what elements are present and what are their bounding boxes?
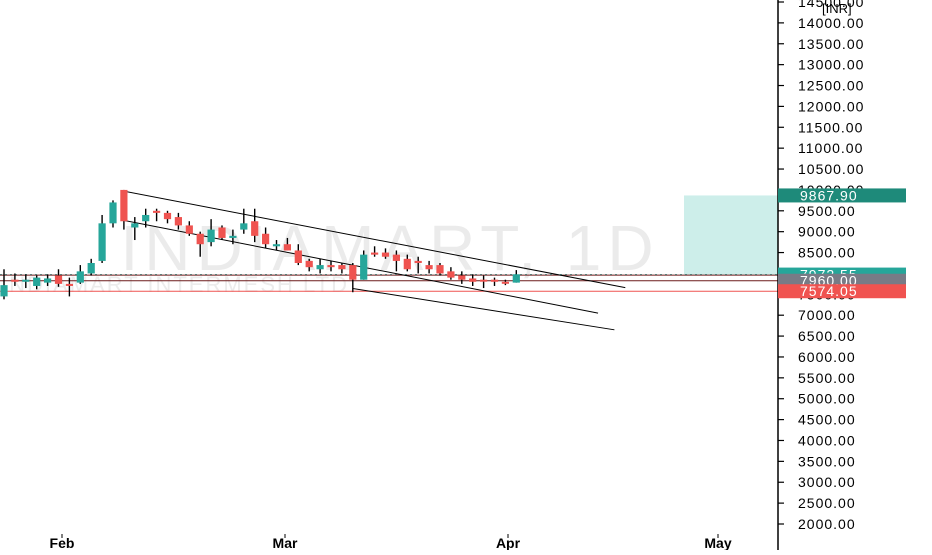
x-tick-label: Feb — [50, 535, 75, 550]
candle-body — [512, 274, 520, 283]
price-tag — [778, 188, 906, 203]
y-tick-label: 12500.00 — [798, 78, 864, 94]
y-tick-label: 7000.00 — [798, 307, 856, 323]
y-tick-label: 6500.00 — [798, 328, 856, 344]
price-tag — [778, 284, 906, 299]
candle-body — [414, 260, 422, 263]
y-tick-label: 9500.00 — [798, 203, 856, 219]
candle-body — [76, 271, 84, 283]
y-tick-label: 2500.00 — [798, 495, 856, 511]
candle-body — [458, 275, 466, 280]
candle-body — [316, 265, 324, 270]
candle-body — [196, 233, 204, 245]
candle-body — [142, 214, 150, 222]
candle-body — [207, 229, 215, 243]
candle-body — [480, 279, 488, 282]
candle-body — [44, 278, 52, 283]
candle-body — [262, 233, 270, 245]
y-tick-label: 6000.00 — [798, 349, 856, 365]
candle-body — [153, 210, 161, 213]
candle-body — [360, 254, 368, 280]
candle-body — [338, 265, 346, 270]
y-tick-label: 14500.00 — [798, 0, 864, 10]
candle-body — [469, 278, 477, 282]
candle-body — [272, 244, 281, 247]
candle-body — [65, 283, 73, 286]
candle-body — [349, 265, 357, 280]
candle-body — [283, 244, 291, 251]
candle-body — [174, 217, 182, 226]
candle-body — [371, 252, 379, 255]
candle-body — [381, 252, 390, 257]
y-tick-label: 2000.00 — [798, 516, 856, 532]
y-tick-label: 8500.00 — [798, 245, 856, 261]
candle-body — [218, 227, 226, 238]
candle-body — [240, 223, 248, 230]
x-tick-label: May — [704, 535, 731, 550]
y-tick-label: 3000.00 — [798, 474, 856, 490]
channel-line — [352, 287, 615, 331]
candle-body — [0, 285, 8, 297]
candle-body — [229, 235, 237, 238]
y-tick-label: 3500.00 — [798, 453, 856, 469]
candle-body — [305, 260, 313, 268]
watermark-subtitle: INDIAMART INTERMESH LTD — [1, 272, 349, 297]
candle-body — [490, 279, 499, 282]
y-tick-label: 14000.00 — [798, 15, 864, 31]
candle-body — [109, 202, 117, 224]
price-tag-label: 9867.90 — [800, 187, 858, 203]
y-tick-label: 4500.00 — [798, 412, 856, 428]
y-tick-label: 5500.00 — [798, 370, 856, 386]
candle-body — [447, 271, 455, 278]
y-tick-label: 5000.00 — [798, 391, 856, 407]
currency-label: [INR] — [822, 1, 852, 16]
candle-body — [327, 265, 335, 268]
candle-body — [131, 223, 139, 228]
candle-body — [22, 279, 30, 282]
candle-body — [120, 189, 128, 222]
y-tick-label: 4000.00 — [798, 432, 856, 448]
y-tick-label: 11000.00 — [798, 140, 863, 156]
candle-body — [403, 258, 411, 270]
y-tick-label: 9000.00 — [798, 224, 856, 240]
x-tick-label: Mar — [273, 535, 298, 550]
candle-body — [251, 221, 259, 236]
candle-body — [185, 225, 193, 234]
candle-body — [87, 263, 95, 274]
x-tick-label: Apr — [496, 535, 521, 550]
channel-line — [121, 190, 626, 289]
candle-body — [294, 250, 302, 263]
target-zone — [684, 195, 778, 275]
candle-body — [11, 279, 19, 282]
y-tick-label: 13000.00 — [798, 57, 864, 73]
candle-body — [54, 275, 63, 284]
y-tick-label: 10500.00 — [798, 161, 864, 177]
candle-body — [392, 254, 400, 261]
y-tick-label: 11500.00 — [798, 119, 863, 135]
y-tick-label: 13500.00 — [798, 36, 864, 52]
price-tag-label: 7574.05 — [800, 283, 858, 299]
candle-body — [33, 277, 41, 286]
candle-body — [501, 281, 509, 284]
candle-body — [98, 223, 106, 261]
candle-body — [163, 212, 172, 220]
candle-body — [425, 265, 433, 270]
candle-body — [436, 265, 444, 274]
candles — [0, 189, 520, 300]
y-tick-label: 12000.00 — [798, 98, 864, 114]
